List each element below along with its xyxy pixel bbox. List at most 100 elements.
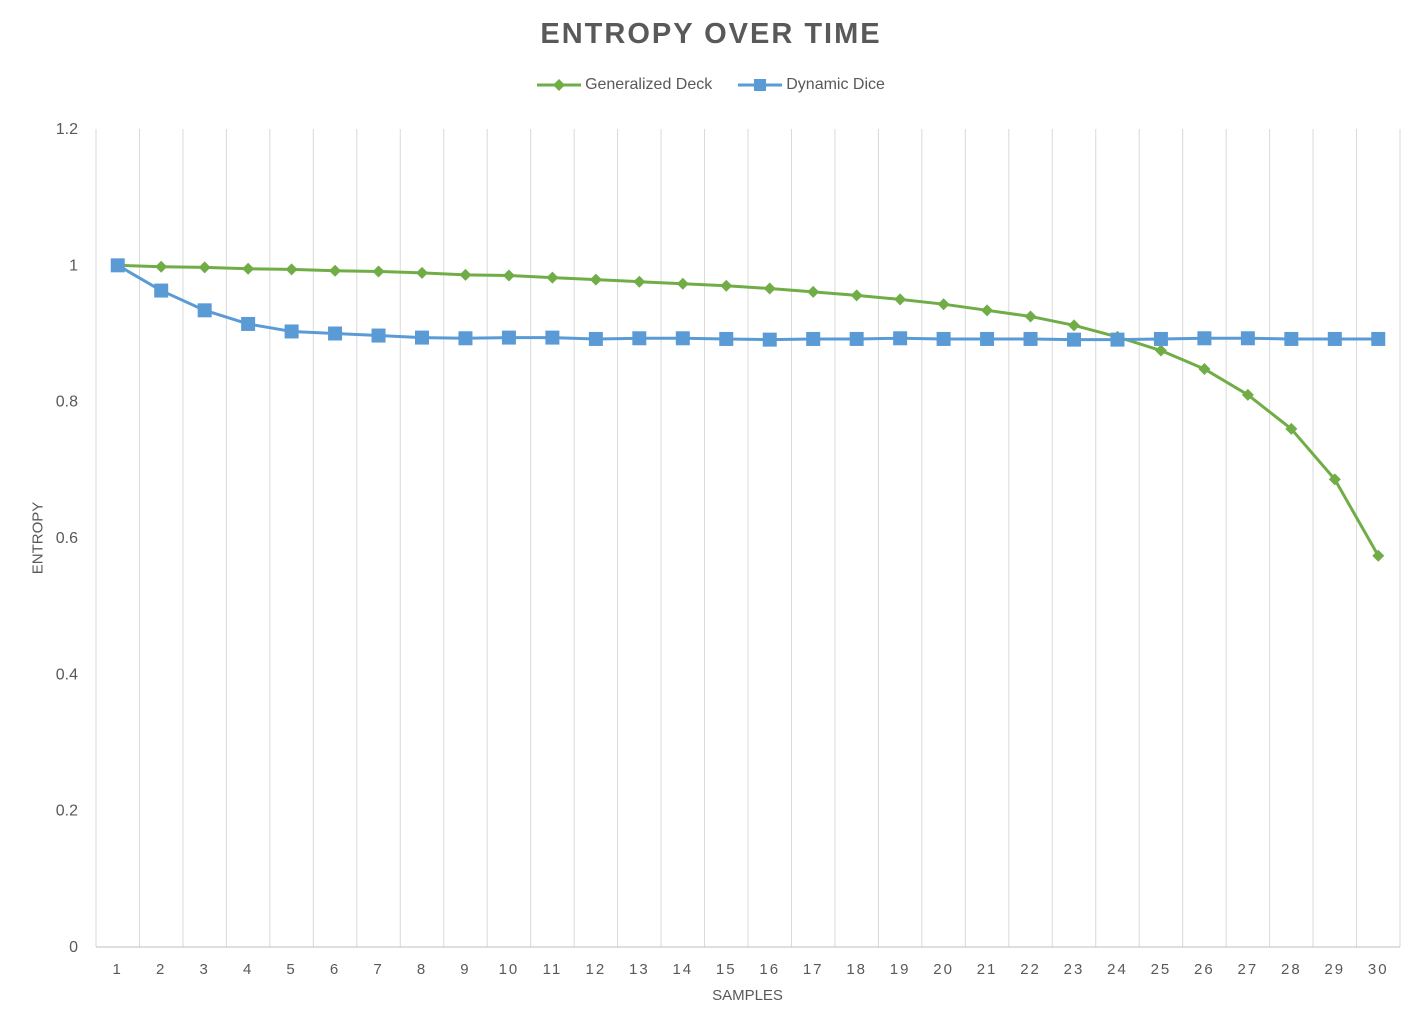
data-point-dynamic-dice — [849, 331, 864, 346]
data-point-generalized-deck — [372, 265, 385, 278]
data-point-generalized-deck — [1068, 319, 1080, 332]
data-point-dynamic-dice — [893, 331, 908, 346]
x-tick-label: 1 — [113, 961, 123, 978]
series-line-dynamic-dice — [116, 264, 1379, 342]
x-tick-label: 18 — [846, 961, 867, 978]
data-point-dynamic-dice — [284, 324, 299, 339]
data-point-dynamic-dice — [328, 326, 343, 341]
data-point-generalized-deck — [546, 271, 559, 284]
data-point-generalized-deck — [720, 279, 733, 292]
data-point-dynamic-dice — [1110, 332, 1125, 347]
data-point-dynamic-dice — [806, 331, 821, 346]
legend-item-generalized-deck: Generalized Deck — [537, 76, 712, 94]
data-point-generalized-deck — [1198, 362, 1211, 375]
data-point-dynamic-dice — [588, 331, 603, 346]
data-point-generalized-deck — [329, 264, 342, 277]
data-point-dynamic-dice — [197, 303, 212, 318]
y-tick-label: 0.2 — [56, 803, 78, 820]
data-point-dynamic-dice — [501, 330, 516, 345]
data-point-dynamic-dice — [1023, 331, 1038, 346]
y-tick-label: 0.8 — [56, 394, 78, 411]
data-point-dynamic-dice — [371, 328, 386, 343]
data-point-dynamic-dice — [762, 332, 777, 347]
data-point-dynamic-dice — [1284, 331, 1299, 346]
legend-label-dynamic-dice: Dynamic Dice — [786, 76, 885, 93]
data-point-dynamic-dice — [241, 316, 256, 331]
x-tick-label: 20 — [933, 961, 954, 978]
data-point-generalized-deck — [1372, 549, 1385, 562]
data-point-dynamic-dice — [458, 331, 473, 346]
data-point-dynamic-dice — [719, 331, 734, 346]
data-point-generalized-deck — [285, 263, 298, 276]
data-point-generalized-deck — [1024, 310, 1037, 323]
x-tick-label: 24 — [1107, 961, 1128, 978]
legend-marker-diamond-icon — [537, 79, 582, 91]
y-tick-label: 0.6 — [56, 530, 78, 547]
legend-marker-square-icon — [738, 79, 783, 91]
y-tick-label: 0 — [69, 939, 78, 956]
x-tick-label: 22 — [1020, 961, 1041, 978]
x-tick-label: 3 — [199, 961, 209, 978]
legend-label-generalized-deck: Generalized Deck — [585, 76, 713, 93]
x-tick-label: 30 — [1368, 961, 1389, 978]
x-tick-label: 7 — [373, 961, 383, 978]
x-tick-label: 4 — [243, 961, 253, 978]
data-point-generalized-deck — [1285, 422, 1298, 435]
data-point-generalized-deck — [981, 304, 994, 317]
y-tick-label: 1.2 — [56, 121, 78, 138]
data-point-generalized-deck — [589, 273, 602, 286]
data-point-dynamic-dice — [1153, 331, 1168, 346]
data-point-dynamic-dice — [675, 331, 690, 346]
x-tick-label: 8 — [417, 961, 427, 978]
y-axis-title: ENTROPY — [29, 501, 47, 575]
y-tick-label: 1 — [69, 257, 78, 274]
x-tick-label: 6 — [330, 961, 340, 978]
data-point-generalized-deck — [763, 282, 776, 295]
data-point-generalized-deck — [850, 289, 863, 302]
chart-title: ENTROPY OVER TIME — [540, 18, 882, 50]
data-point-dynamic-dice — [154, 283, 169, 298]
data-point-dynamic-dice — [415, 330, 429, 345]
data-point-dynamic-dice — [110, 258, 125, 273]
y-tick-label: 0.4 — [56, 666, 78, 683]
data-point-dynamic-dice — [1197, 331, 1212, 346]
x-tick-label: 14 — [672, 961, 693, 978]
data-point-generalized-deck — [416, 266, 428, 279]
data-point-generalized-deck — [1328, 473, 1341, 486]
data-point-dynamic-dice — [545, 330, 560, 345]
x-tick-label: 9 — [460, 961, 470, 978]
series-line-generalized-deck — [117, 263, 1380, 557]
x-tick-label: 5 — [286, 961, 296, 978]
x-tick-label: 17 — [803, 961, 824, 978]
x-tick-label: 19 — [890, 961, 911, 978]
x-tick-label: 27 — [1238, 961, 1259, 978]
data-point-generalized-deck — [807, 285, 820, 298]
data-point-generalized-deck — [1154, 344, 1167, 357]
data-point-generalized-deck — [502, 269, 515, 282]
data-point-dynamic-dice — [1240, 331, 1255, 346]
x-tick-label: 23 — [1064, 961, 1085, 978]
data-point-dynamic-dice — [632, 331, 647, 346]
data-point-generalized-deck — [198, 261, 211, 274]
x-axis-title: SAMPLES — [712, 987, 783, 1004]
data-point-dynamic-dice — [1067, 332, 1081, 347]
x-tick-label: 26 — [1194, 961, 1215, 978]
x-tick-label: 12 — [586, 961, 607, 978]
data-point-generalized-deck — [155, 260, 168, 273]
data-point-generalized-deck — [633, 275, 646, 288]
x-tick-label: 29 — [1324, 961, 1345, 978]
x-tick-label: 15 — [716, 961, 737, 978]
x-tick-label: 28 — [1281, 961, 1302, 978]
data-point-dynamic-dice — [980, 331, 995, 346]
data-point-dynamic-dice — [1327, 331, 1342, 346]
data-point-generalized-deck — [242, 262, 255, 275]
data-point-dynamic-dice — [1371, 331, 1386, 346]
legend-item-dynamic-dice: Dynamic Dice — [738, 76, 885, 94]
data-point-generalized-deck — [1241, 388, 1254, 401]
data-point-generalized-deck — [676, 277, 689, 290]
x-tick-label: 13 — [629, 961, 650, 978]
data-point-generalized-deck — [459, 268, 472, 281]
x-tick-label: 16 — [759, 961, 780, 978]
